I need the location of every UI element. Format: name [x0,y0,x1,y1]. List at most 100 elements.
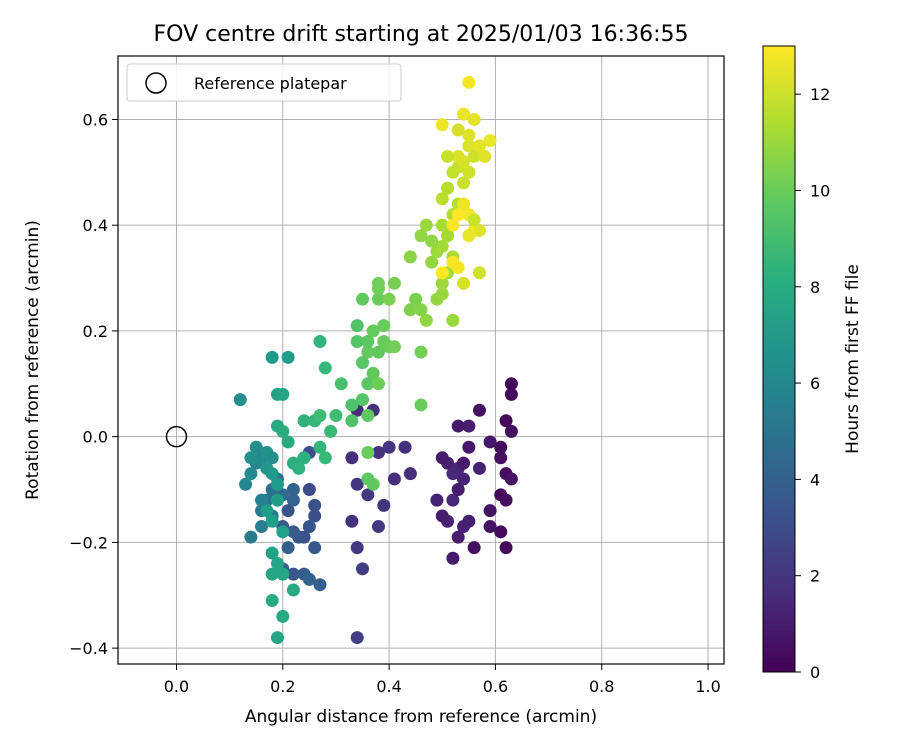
x-tick-label: 0.6 [483,677,508,696]
data-point [270,477,284,491]
data-point [494,451,508,465]
data-point [318,451,332,465]
colorbar-ticks: 0 2 4 6 8 10 12 [795,85,830,682]
x-tick-label: 0.2 [270,677,295,696]
data-point [398,440,412,454]
data-point [403,250,417,264]
data-point [435,266,449,280]
data-point [356,292,370,306]
data-point [244,530,258,544]
data-point [361,345,375,359]
data-point [265,567,279,581]
data-point [324,424,338,438]
data-point [350,631,364,645]
y-tick-label: −0.4 [69,639,108,658]
colorbar-tick-label: 4 [810,470,820,489]
data-point [457,176,471,190]
data-point [371,345,385,359]
data-point [286,583,300,597]
data-point [419,218,433,232]
data-point [255,493,269,507]
data-point [457,276,471,290]
data-point [478,149,492,163]
data-point [302,483,316,497]
data-point [276,609,290,623]
data-point [441,229,455,243]
colorbar-tick-label: 10 [810,181,830,200]
data-point [494,440,508,454]
data-point [457,197,471,211]
colorbar-tick-label: 2 [810,567,820,586]
data-point [345,514,359,528]
data-point [281,435,295,449]
data-point [350,319,364,333]
data-point [467,541,481,555]
data-point [462,128,476,142]
data-point [387,276,401,290]
data-point [414,398,428,412]
data-point [292,461,306,475]
data-point [457,472,471,486]
data-point [276,424,290,438]
data-point [270,557,284,571]
data-point [435,118,449,132]
data-point [361,488,375,502]
data-point [451,530,465,544]
data-point [414,345,428,359]
data-point [472,223,486,237]
legend-box [126,63,402,102]
data-point [451,419,465,433]
data-point [472,139,486,153]
data-point [462,75,476,89]
reference-marker [165,425,188,448]
data-point [286,483,300,497]
data-point [446,255,460,269]
x-tick-label: 1.0 [695,677,720,696]
colorbar: 0 2 4 6 8 10 12 Hours from first FF file [762,45,863,682]
data-point [419,313,433,327]
data-point [350,477,364,491]
data-point [255,520,269,534]
data-point [467,213,481,227]
legend-label: Reference platepar [194,74,347,93]
data-point [345,451,359,465]
x-tick-label: 0.0 [164,677,189,696]
y-tick-label: 0.2 [83,322,108,341]
data-point [270,631,284,645]
data-point [329,409,343,423]
data-point [504,424,518,438]
data-point [281,350,295,364]
data-point [270,493,284,507]
colorbar-label: Hours from first FF file [843,264,863,454]
data-point [286,567,300,581]
data-point [361,446,375,460]
y-tick-label: 0.4 [83,216,108,235]
data-point [435,451,449,465]
legend-marker-icon [145,72,167,94]
data-point [260,504,274,518]
data-point [504,472,518,486]
data-point [435,239,449,253]
data-point [239,477,253,491]
data-points [233,75,518,645]
data-point [265,467,279,481]
data-point [462,514,476,528]
data-point [356,393,370,407]
y-axis-ticks: −0.4 −0.2 0.0 0.2 0.4 0.6 [69,110,118,658]
data-point [414,303,428,317]
data-point [483,435,497,449]
colorbar-tick-label: 8 [810,278,820,297]
data-point [265,546,279,560]
data-point [435,192,449,206]
data-point [387,472,401,486]
data-point [403,467,417,481]
data-point [371,446,385,460]
data-point [467,112,481,126]
data-point [276,387,290,401]
data-point [462,440,476,454]
x-axis-ticks: 0.0 0.2 0.4 0.6 0.8 1.0 [164,664,721,696]
data-point [494,525,508,539]
chart-title: FOV centre drift starting at 2025/01/03 … [154,22,689,47]
data-point [425,255,439,269]
data-point [313,334,327,348]
